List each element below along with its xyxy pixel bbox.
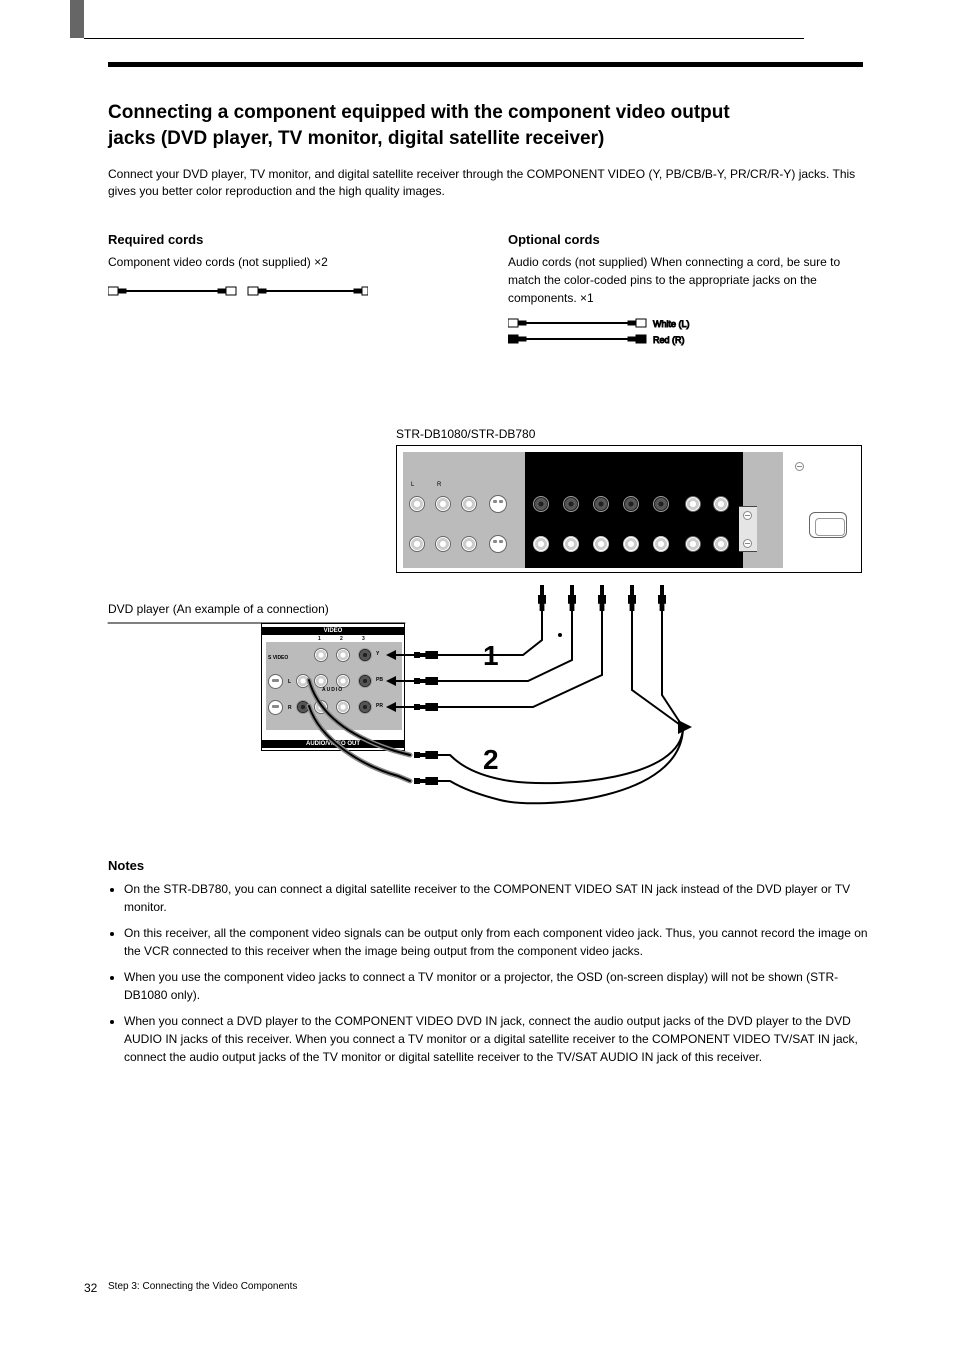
svg-text:Red (R): Red (R)	[653, 335, 685, 345]
dvd-panel: VIDEO 1 2 3 S VIDEO L R Y PB PR AUDIO AU…	[261, 623, 405, 751]
lbl-R: R	[437, 482, 441, 488]
dvd-pr: PR	[376, 704, 383, 709]
receiver-panel: L R	[396, 445, 862, 573]
jack-extra2	[713, 496, 729, 512]
section-title: Step 3: Connecting the Video Components	[108, 1281, 297, 1292]
vj-1-3	[358, 648, 372, 662]
vj-3-3	[358, 700, 372, 714]
page-heading: Connecting a component equipped with the…	[108, 100, 868, 151]
step-1: 1	[483, 640, 499, 672]
plug-down-icon	[658, 585, 666, 611]
mo-r-top	[653, 496, 669, 512]
dvd-label: DVD player (An example of a connection)	[108, 602, 329, 616]
required-cords-heading: Required cords	[108, 230, 468, 250]
top-thick-rule	[108, 62, 863, 67]
plug-left-icon	[410, 750, 450, 760]
vj-2-3	[358, 674, 372, 688]
dvd-col1: 1	[318, 637, 321, 642]
svg-text:White (L): White (L)	[653, 319, 690, 329]
receiver-label: STR-DB1080/STR-DB780	[396, 427, 535, 441]
note-item: On the STR-DB780, you can connect a digi…	[124, 880, 868, 916]
vj-3-2	[336, 700, 350, 714]
signal-gnd-plate	[739, 506, 757, 552]
vj-2-2	[336, 674, 350, 688]
dvd-y: Y	[376, 652, 379, 657]
jack-l2	[409, 536, 425, 552]
jack-extra1	[685, 496, 701, 512]
mo-y-top	[533, 496, 549, 512]
note-item: On this receiver, all the component vide…	[124, 924, 868, 960]
vj-1-1	[314, 648, 328, 662]
vj-2-1	[314, 674, 328, 688]
cable-glyph-component	[108, 281, 368, 301]
notes: Notes On the STR-DB780, you can connect …	[108, 856, 868, 1074]
mo-r-btm	[653, 536, 669, 552]
plug-left-icon	[410, 702, 450, 712]
cable-glyph-audio: White (L) Red (R)	[508, 317, 838, 351]
dvd-audio-l	[296, 674, 310, 688]
plug-down-icon	[568, 585, 576, 611]
plug-down-icon	[538, 585, 546, 611]
dvd-audio-r	[296, 700, 310, 714]
mo-y-btm	[533, 536, 549, 552]
jack-video	[461, 496, 477, 512]
optional-cords-text: Audio cords (not supplied) When connecti…	[508, 253, 868, 307]
dvd-col3: 3	[362, 637, 365, 642]
plug-left-icon	[410, 776, 450, 786]
jack-video2	[461, 536, 477, 552]
jack-l	[409, 496, 425, 512]
two-column-block: Required cords Component video cords (no…	[108, 230, 868, 356]
mo-pb-top	[563, 496, 579, 512]
dvd-col2: 2	[340, 637, 343, 642]
note-item: When you use the component video jacks t…	[124, 968, 868, 1004]
mo-pr-btm	[593, 536, 609, 552]
intro-paragraph: Connect your DVD player, TV monitor, and…	[108, 166, 868, 201]
dvd-sv2	[268, 700, 283, 715]
plug-left-icon	[410, 650, 450, 660]
jack-svideo2	[489, 535, 507, 553]
page-number: 32	[84, 1281, 97, 1295]
mo-pb-btm	[563, 536, 579, 552]
side-tab	[70, 0, 84, 38]
plug-left-icon	[410, 676, 450, 686]
dvd-r-lbl: R	[288, 706, 292, 711]
jack-r	[435, 496, 451, 512]
dvd-audio-lbl: AUDIO	[322, 688, 343, 693]
jack-r2	[435, 536, 451, 552]
dvd-pb: PB	[376, 678, 383, 683]
dvd-sv1	[268, 674, 283, 689]
top-thin-rule	[84, 38, 804, 39]
mo-l-btm	[623, 536, 639, 552]
jack-extra3	[685, 536, 701, 552]
notes-heading: Notes	[108, 856, 868, 876]
vj-1-2	[336, 648, 350, 662]
mo-l-top	[623, 496, 639, 512]
required-cords-text: Component video cords (not supplied) ×2	[108, 253, 468, 271]
ac-inlet	[809, 512, 847, 538]
note-item: When you connect a DVD player to the COM…	[124, 1012, 868, 1066]
dvd-l-lbl: L	[288, 680, 291, 685]
lbl-L: L	[411, 482, 414, 488]
vj-3-1	[314, 700, 328, 714]
dvd-avout-bar: AUDIO/VIDEO OUT	[262, 740, 404, 748]
dvd-video-bar: VIDEO	[262, 627, 404, 635]
plug-down-icon	[628, 585, 636, 611]
dvd-svideo-lbl: S VIDEO	[268, 656, 288, 661]
jack-svideo	[489, 495, 507, 513]
optional-cords-heading: Optional cords	[508, 230, 868, 250]
screw-icon	[743, 511, 752, 520]
jack-extra4	[713, 536, 729, 552]
wiring-diagram	[0, 0, 954, 1351]
plug-down-icon	[598, 585, 606, 611]
screw-icon	[743, 539, 752, 548]
screw-icon	[795, 462, 804, 471]
step-2: 2	[483, 744, 499, 776]
mo-pr-top	[593, 496, 609, 512]
col-optional: Optional cords Audio cords (not supplied…	[508, 230, 868, 356]
col-required: Required cords Component video cords (no…	[108, 230, 468, 356]
